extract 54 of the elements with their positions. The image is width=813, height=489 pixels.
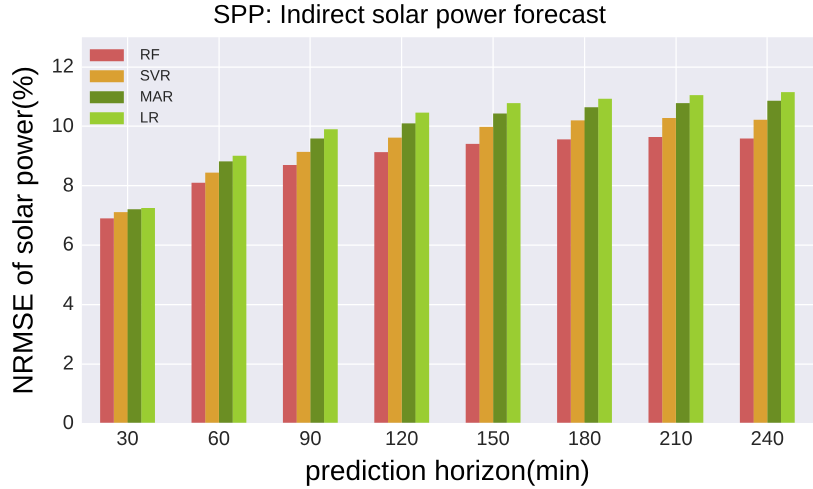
- chart-title: SPP: Indirect solar power forecast: [212, 0, 607, 29]
- bar: [232, 156, 246, 423]
- bar: [402, 123, 416, 423]
- legend-label: RF: [140, 46, 160, 64]
- bar: [598, 98, 612, 423]
- bar: [374, 152, 388, 423]
- bar: [205, 172, 219, 423]
- bar: [557, 139, 571, 423]
- bar: [388, 138, 402, 423]
- bar: [310, 138, 324, 423]
- bar: [690, 95, 704, 423]
- x-tick-label: 180: [568, 428, 602, 450]
- bar: [282, 164, 297, 423]
- bar: [740, 138, 754, 423]
- y-tick-label: 4: [62, 293, 74, 316]
- bar: [781, 92, 795, 423]
- y-tick-label: 8: [62, 174, 74, 196]
- legend-label: SVR: [140, 67, 171, 84]
- bar: [648, 137, 662, 423]
- x-tick-label: 120: [385, 428, 418, 450]
- bar: [324, 129, 338, 423]
- bar: [493, 114, 507, 423]
- bar: [100, 218, 114, 423]
- bar: [218, 161, 233, 423]
- bar: [754, 120, 768, 423]
- x-tick-label: 210: [659, 428, 693, 450]
- bar: [506, 103, 521, 423]
- bar: [662, 118, 676, 423]
- bar: [466, 144, 480, 423]
- y-tick-label: 10: [52, 114, 74, 137]
- x-tick-label: 30: [116, 428, 139, 450]
- bar: [479, 126, 494, 423]
- y-tick-label: 0: [62, 412, 74, 434]
- x-tick-label: 150: [476, 428, 510, 450]
- bar: [128, 209, 142, 423]
- bar: [141, 208, 155, 423]
- bar: [767, 100, 782, 423]
- bar: [296, 152, 310, 423]
- bar: [584, 107, 598, 423]
- y-tick-label: 2: [62, 352, 74, 374]
- legend-label: MAR: [140, 88, 174, 106]
- y-tick-label: 12: [52, 55, 74, 78]
- bar: [192, 182, 206, 423]
- bar: [114, 212, 128, 423]
- legend-label: LR: [140, 109, 160, 126]
- y-axis-title: NRMSE of solar power(%): [8, 66, 39, 394]
- bar: [570, 120, 585, 423]
- x-axis-title: prediction horizon(min): [305, 454, 590, 486]
- bar: [676, 103, 690, 423]
- x-tick-label: 90: [299, 428, 322, 450]
- bar: [415, 112, 430, 423]
- y-tick-label: 6: [62, 234, 74, 256]
- x-tick-label: 240: [750, 428, 784, 450]
- x-tick-label: 60: [208, 428, 230, 450]
